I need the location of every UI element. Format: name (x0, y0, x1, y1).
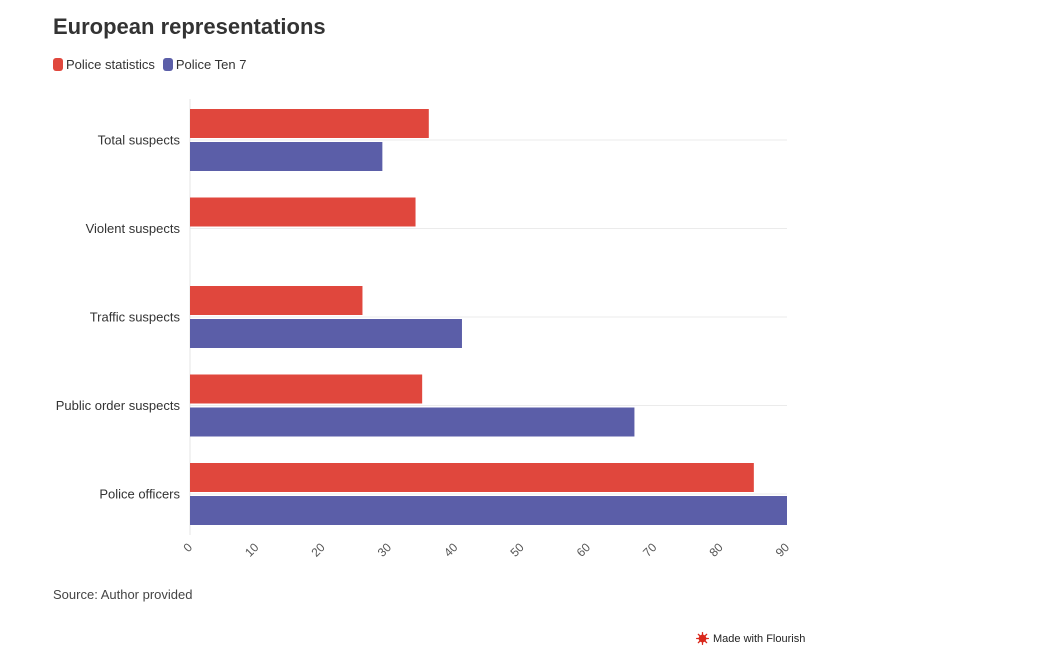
category-label-violent-suspects: Violent suspects (86, 221, 181, 236)
x-tick-label-80: 80 (706, 540, 726, 560)
category-label-total-suspects: Total suspects (98, 133, 181, 148)
x-tick-label-40: 40 (441, 540, 461, 560)
x-tick-label-50: 50 (507, 540, 527, 560)
x-tick-label-70: 70 (640, 540, 660, 560)
legend: Police statistics Police Ten 7 (53, 57, 254, 72)
x-tick-label-90: 90 (773, 540, 793, 560)
legend-swatch-police-statistics (53, 58, 63, 71)
category-label-police-officers: Police officers (99, 487, 180, 502)
x-tick-label-60: 60 (574, 540, 594, 560)
bar-police-ten-7-police-officers (190, 496, 787, 525)
category-label-public-order-suspects: Public order suspects (56, 398, 181, 413)
bar-police-ten-7-traffic-suspects (190, 319, 462, 348)
bar-police-statistics-public-order-suspects (190, 374, 423, 404)
flourish-logo-icon (696, 632, 709, 645)
legend-label-police-statistics: Police statistics (66, 57, 155, 72)
bar-police-statistics-violent-suspects (190, 197, 416, 227)
bar-police-ten-7-total-suspects (190, 142, 383, 171)
legend-label-police-ten-7: Police Ten 7 (175, 57, 247, 72)
bar-chart: Total suspects Violent suspects Traffic su… (56, 99, 793, 560)
bar-police-statistics-police-officers (190, 463, 754, 492)
bar-police-statistics-total-suspects (190, 109, 429, 138)
bar-police-statistics-traffic-suspects (190, 286, 363, 315)
source-note: Source: Author provided (53, 587, 193, 602)
legend-swatch-police-ten-7 (162, 58, 173, 71)
x-tick-label-10: 10 (242, 540, 262, 560)
chart-title: European representations (53, 14, 326, 39)
x-tick-label-30: 30 (375, 540, 395, 560)
flourish-credit-label: Made with Flourish (713, 632, 806, 645)
flourish-credit[interactable]: Made with Flourish (696, 632, 805, 645)
category-label-traffic-suspects: Traffic suspects (90, 310, 181, 325)
legend-item-police-ten-7[interactable]: Police Ten 7 (162, 57, 247, 72)
bar-police-ten-7-public-order-suspects (190, 407, 635, 437)
x-tick-label-20: 20 (308, 540, 328, 560)
legend-item-police-statistics[interactable]: Police statistics (53, 57, 155, 72)
x-tick-label-0: 0 (180, 540, 195, 555)
